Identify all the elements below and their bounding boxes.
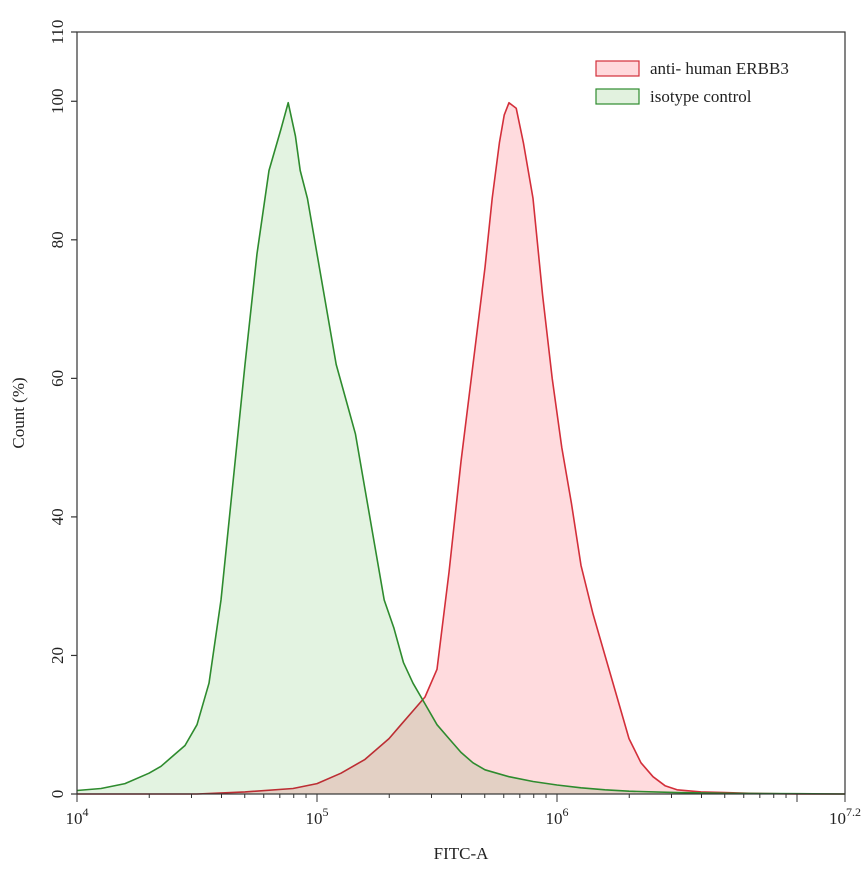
x-axis: 104 105 106 107.2: [66, 794, 861, 828]
series-layer: [76, 101, 846, 795]
y-tick-label: 80: [48, 231, 67, 248]
y-tick-label: 60: [48, 370, 67, 387]
legend-label-1: isotype control: [650, 87, 752, 106]
legend-swatch-0: [595, 60, 640, 77]
y-tick-label: 40: [48, 508, 67, 525]
x-tick-label: 107.2: [829, 805, 861, 828]
legend: anti- human ERBB3 isotype control: [595, 59, 789, 106]
series-area-0: [77, 102, 845, 794]
y-tick-label: 110: [48, 20, 67, 45]
x-tick-label: 105: [306, 805, 329, 828]
series-line-1: [76, 101, 846, 795]
y-axis-title: Count (%): [9, 377, 28, 448]
y-tick-label: 20: [48, 647, 67, 664]
series-area-1: [77, 102, 845, 794]
y-tick-label: 0: [48, 790, 67, 799]
legend-label-0: anti- human ERBB3: [650, 59, 789, 78]
x-tick-label: 106: [546, 805, 569, 828]
y-tick-label: 100: [48, 89, 67, 115]
x-tick-label: 104: [66, 805, 89, 828]
x-axis-title: FITC-A: [434, 844, 490, 863]
legend-swatch-1: [595, 88, 640, 105]
y-axis: 0 20 40 60 80 100 110: [48, 20, 77, 799]
